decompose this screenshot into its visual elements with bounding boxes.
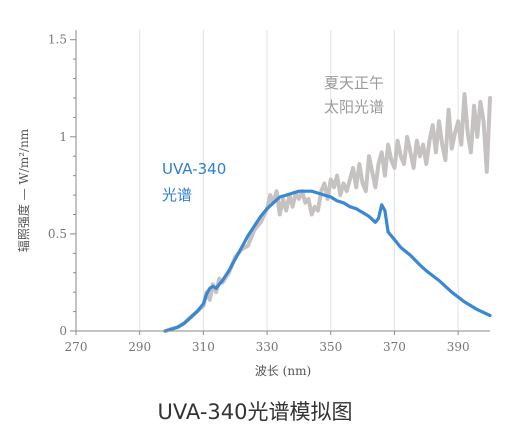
y-ticks: 0 0.5 1 1.5 — [48, 33, 76, 338]
series-layer — [163, 92, 492, 333]
annotations: UVA-340 光谱 夏天正午 太阳光谱 — [162, 74, 384, 204]
grid-lines — [75, 30, 459, 331]
axes — [75, 30, 490, 332]
y-tick-label: 0 — [59, 324, 67, 338]
y-tick-label: 0.5 — [48, 227, 67, 241]
sunlight-annotation-line-1: 夏天正午 — [324, 74, 384, 92]
x-axis-title: 波长 (nm) — [255, 364, 311, 378]
figure-caption: UVA-340光谱模拟图 — [157, 400, 353, 424]
x-tick-label: 310 — [192, 340, 215, 354]
uva-annotation-line-1: UVA-340 — [162, 160, 226, 178]
y-axis-title: 辐照强度 — W/m²/nm — [16, 128, 31, 252]
y-tick-label: 1.5 — [48, 33, 67, 47]
x-tick-label: 390 — [447, 340, 470, 354]
x-ticks: 270 290 310 330 350 370 390 — [65, 331, 470, 354]
x-tick-label: 370 — [383, 340, 406, 354]
y-tick-label: 1 — [59, 130, 67, 144]
uva340-spectrum-line — [163, 189, 492, 333]
x-tick-label: 350 — [319, 340, 342, 354]
sunlight-annotation-line-2: 太阳光谱 — [324, 98, 384, 116]
x-tick-label: 330 — [256, 340, 279, 354]
x-tick-label: 290 — [128, 340, 151, 354]
sunlight-spectrum-line — [163, 92, 492, 333]
x-tick-label: 270 — [65, 340, 88, 354]
uva-annotation-line-2: 光谱 — [162, 186, 192, 204]
